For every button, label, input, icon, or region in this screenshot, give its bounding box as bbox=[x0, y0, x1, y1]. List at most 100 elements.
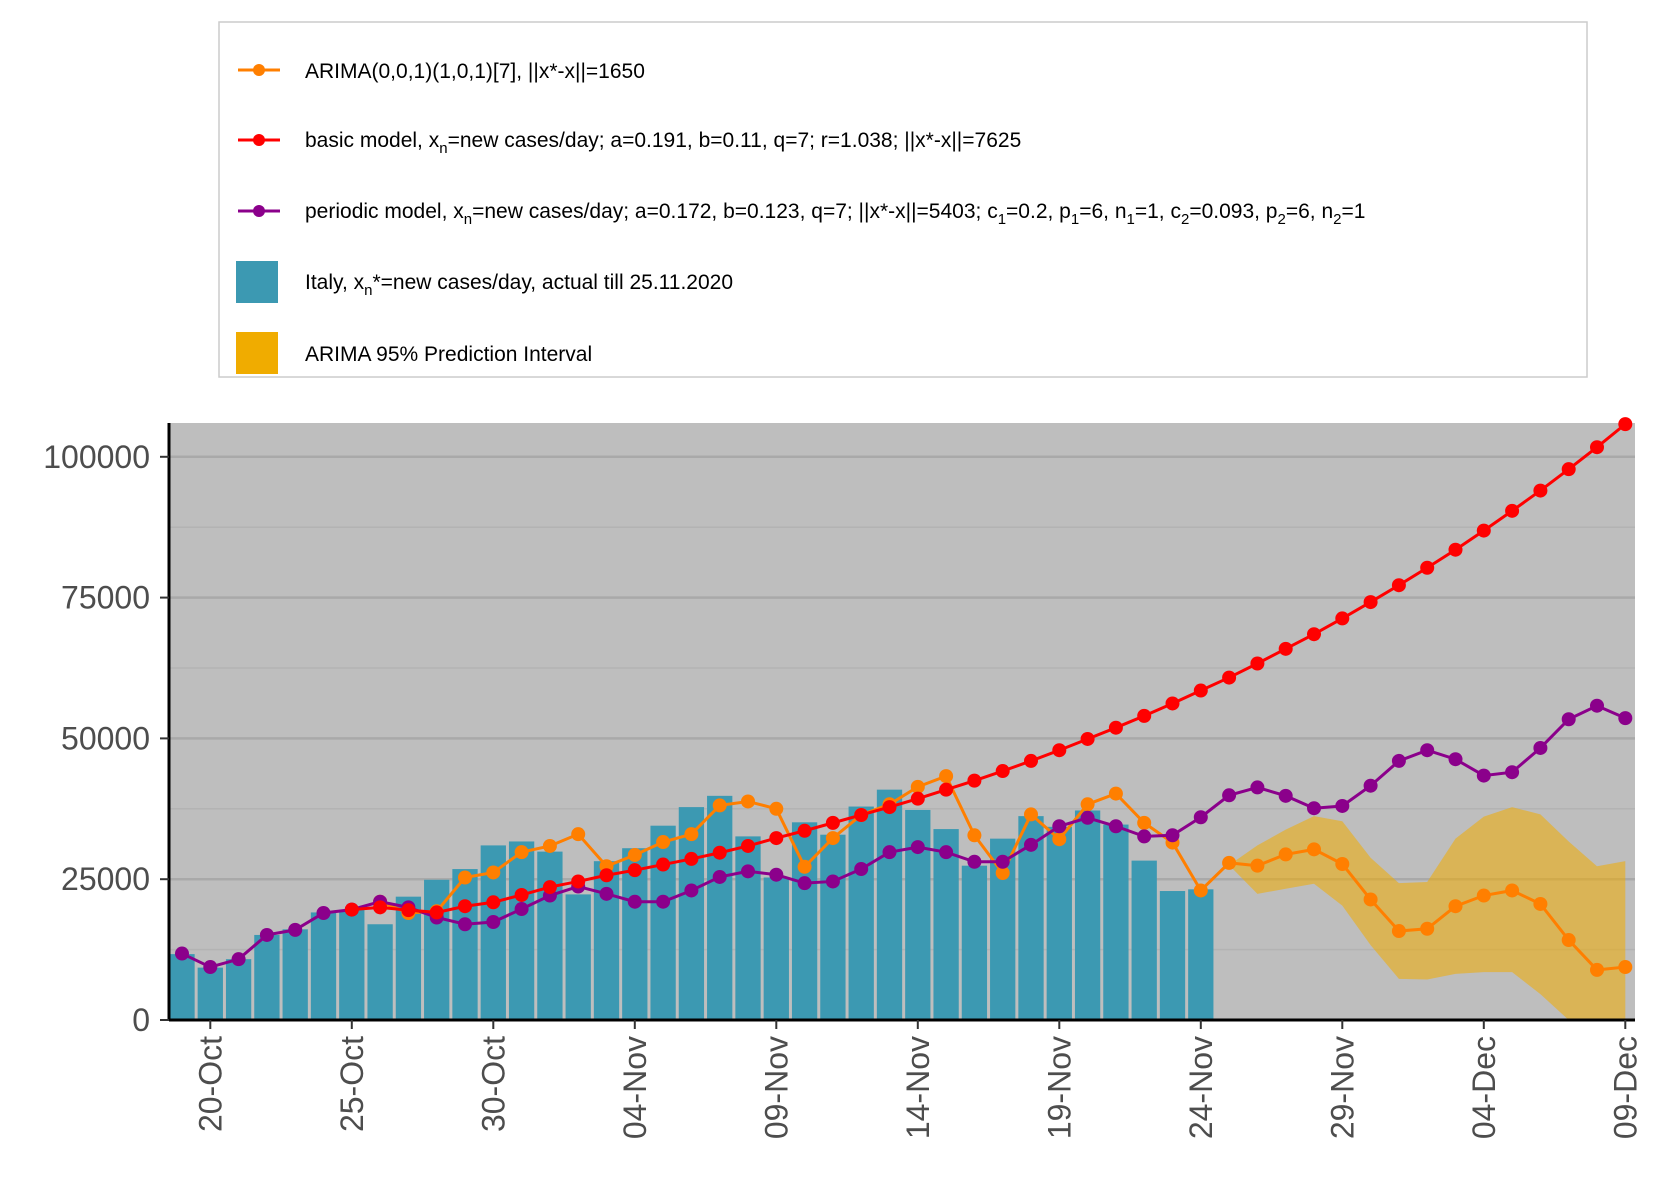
periodic-point bbox=[1505, 765, 1520, 780]
arima-point bbox=[967, 828, 982, 843]
periodic-point bbox=[1222, 788, 1237, 803]
actual-bar bbox=[1131, 860, 1157, 1020]
x-tick-label: 14-Nov bbox=[900, 1036, 936, 1139]
basic-point bbox=[401, 903, 416, 918]
basic-point bbox=[1363, 595, 1378, 610]
legend-periodic-text: =new cases/day; a=0.172, b=0.123, q=7; |… bbox=[472, 200, 998, 223]
axes bbox=[167, 423, 1635, 1022]
periodic-point bbox=[175, 946, 189, 961]
legend-periodic-text: =6, n bbox=[1286, 200, 1333, 223]
periodic-point bbox=[1024, 837, 1038, 852]
basic-point bbox=[1561, 462, 1576, 477]
arima-point bbox=[1335, 856, 1350, 871]
actual-bar bbox=[225, 959, 252, 1020]
actual-bar bbox=[197, 967, 223, 1020]
arima-point bbox=[1590, 962, 1604, 977]
x-tick-label: 04-Dec bbox=[1466, 1036, 1502, 1139]
arima-point bbox=[1391, 924, 1406, 939]
arima-point bbox=[1278, 847, 1293, 862]
arima-point bbox=[797, 859, 812, 874]
basic-point bbox=[1505, 503, 1520, 518]
arima-point bbox=[1307, 842, 1321, 857]
basic-point bbox=[1476, 523, 1491, 538]
periodic-point bbox=[486, 915, 501, 930]
basic-point bbox=[429, 905, 444, 920]
legend-basic-sub: n bbox=[439, 140, 447, 157]
arima-point bbox=[939, 769, 954, 784]
legend-arima-label: ARIMA(0,0,1)(1,0,1)[7], ||x*-x||=1650 bbox=[305, 60, 645, 83]
x-tick-label: 09-Dec bbox=[1607, 1036, 1643, 1139]
actual-bar bbox=[169, 954, 195, 1020]
basic-point bbox=[967, 773, 982, 788]
basic-point bbox=[486, 895, 501, 910]
y-tick-label: 0 bbox=[132, 1002, 150, 1038]
periodic-point bbox=[1391, 753, 1406, 768]
arima-point bbox=[1250, 858, 1265, 873]
basic-point bbox=[1278, 641, 1293, 656]
legend-periodic-text: =1 bbox=[1341, 200, 1365, 223]
periodic-point bbox=[854, 862, 869, 877]
y-tick-label: 75000 bbox=[61, 580, 150, 616]
periodic-point bbox=[627, 894, 642, 909]
periodic-point bbox=[656, 894, 671, 909]
basic-point bbox=[1391, 578, 1406, 593]
legend-periodic-subscript: 1 bbox=[998, 211, 1006, 228]
actual-bar bbox=[254, 934, 280, 1020]
legend-box bbox=[218, 21, 1588, 378]
legend-periodic-marker bbox=[253, 205, 265, 217]
arima-point bbox=[1080, 797, 1095, 812]
periodic-point bbox=[1335, 798, 1350, 813]
arima-point bbox=[1533, 896, 1548, 911]
legend-item-periodic: periodic model, xn=new cases/day; a=0.17… bbox=[238, 200, 1365, 228]
legend-periodic-text: periodic model, x bbox=[305, 200, 464, 223]
actual-bar bbox=[1046, 826, 1072, 1020]
periodic-series bbox=[175, 698, 1633, 975]
x-tick-label: 30-Oct bbox=[475, 1036, 511, 1132]
legend-periodic-subscript: 1 bbox=[1071, 211, 1079, 228]
legend-actual-swatch bbox=[236, 261, 278, 303]
actual-bar bbox=[1188, 889, 1214, 1020]
arima-point bbox=[1363, 892, 1378, 907]
actual-bar bbox=[791, 822, 818, 1020]
actual-bar bbox=[763, 877, 789, 1020]
x-tick-label: 24-Nov bbox=[1183, 1036, 1219, 1139]
actual-bar bbox=[678, 807, 705, 1020]
actual-bar bbox=[1103, 824, 1129, 1020]
arima-point bbox=[1137, 815, 1152, 830]
arima-point bbox=[656, 835, 671, 850]
periodic-point bbox=[1278, 788, 1293, 803]
legend-periodic-text: =0.093, p bbox=[1189, 200, 1277, 223]
actual-bar bbox=[650, 825, 676, 1020]
arima-point bbox=[514, 845, 529, 860]
periodic-point bbox=[259, 927, 274, 942]
actual-bar bbox=[452, 869, 478, 1020]
y-ticks: 0 25000 50000 75000 100000 bbox=[43, 439, 169, 1038]
actual-bar bbox=[1159, 891, 1186, 1020]
basic-point bbox=[1448, 542, 1463, 557]
x-tick-label: 09-Nov bbox=[758, 1036, 794, 1139]
basic-point bbox=[1533, 483, 1548, 498]
legend-periodic-text: =1, c bbox=[1135, 200, 1181, 223]
basic-point bbox=[1165, 696, 1180, 711]
arima-point bbox=[1561, 933, 1576, 948]
prediction-interval-band bbox=[1229, 807, 1626, 1020]
periodic-point bbox=[1363, 778, 1378, 793]
basic-point bbox=[656, 857, 671, 872]
actual-bar bbox=[282, 929, 308, 1020]
y-tick-label: 25000 bbox=[61, 861, 150, 897]
periodic-point bbox=[203, 960, 218, 975]
x-tick-label: 20-Oct bbox=[192, 1036, 228, 1132]
arima-point bbox=[1024, 807, 1038, 822]
periodic-point bbox=[797, 876, 812, 891]
basic-point bbox=[373, 900, 388, 915]
arima-point bbox=[769, 801, 784, 816]
basic-point bbox=[854, 807, 869, 822]
actual-bar bbox=[537, 851, 563, 1020]
legend-basic-post: =new cases/day; a=0.191, b=0.11, q=7; r=… bbox=[448, 129, 1022, 152]
periodic-point bbox=[1561, 712, 1576, 727]
x-tick-label: 19-Nov bbox=[1041, 1036, 1077, 1139]
arima-point bbox=[1476, 888, 1491, 903]
basic-point bbox=[769, 831, 784, 846]
periodic-point bbox=[1250, 780, 1265, 795]
